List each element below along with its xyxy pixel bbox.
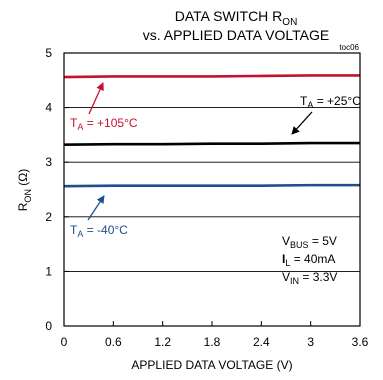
condition-il-post: = 40mA	[290, 252, 335, 266]
series-line-ta-25	[63, 141, 360, 147]
y-axis-label: RON (Ω)	[16, 169, 33, 211]
label-ta-minus40-pre: T	[70, 223, 78, 237]
condition-il-sub: L	[285, 258, 290, 268]
y-axis-label-main: R	[16, 202, 30, 211]
arrow-ta-minus40	[87, 195, 105, 221]
x-axis-ticks: 0 0.6 1.2 1.8 2.4 3 3.6	[61, 321, 369, 349]
x-tick-label-5: 3	[307, 335, 314, 349]
condition-il-pre: I	[282, 252, 285, 266]
label-ta-minus40: TA = -40°C	[70, 223, 128, 239]
label-ta-minus40-post: = -40°C	[83, 223, 128, 237]
figure-id: toc06	[339, 43, 359, 52]
y-tick-label-2: 2	[45, 210, 52, 224]
chart-title-subscript: ON	[282, 17, 297, 28]
condition-vbus-post: = 5V	[309, 234, 337, 248]
chart-title-main: DATA SWITCH R	[175, 8, 283, 24]
label-ta-minus40-sub: A	[77, 229, 83, 239]
y-axis-label-unit: (Ω)	[16, 169, 30, 189]
arrow-ta-25	[291, 111, 313, 135]
x-axis-label: APPLIED DATA VOLTAGE (V)	[131, 358, 292, 372]
condition-vin-post: = 3.3V	[299, 270, 337, 284]
condition-vbus-pre: V	[282, 234, 290, 248]
y-tick-label-5: 5	[45, 46, 52, 60]
condition-vin-sub: IN	[290, 276, 299, 286]
y-axis-ticks: 0 1 2 3 4 5	[45, 46, 69, 333]
y-tick-label-3: 3	[45, 155, 52, 169]
label-ta-25-post: = +25°C	[313, 94, 361, 108]
label-ta-105-pre: T	[70, 116, 78, 130]
condition-vin-pre: V	[282, 270, 290, 284]
gridlines	[64, 107, 360, 272]
label-ta-25-pre: T	[300, 94, 308, 108]
series-line-ta-minus40	[63, 183, 360, 188]
y-tick-label-0: 0	[45, 319, 52, 333]
condition-vbus: VBUS = 5V	[282, 234, 337, 250]
label-ta-105: TA = +105°C	[70, 116, 138, 132]
x-tick-label-6: 3.6	[352, 335, 369, 349]
x-tick-label-3: 1.8	[204, 335, 221, 349]
label-ta-25: TA = +25°C	[300, 94, 361, 110]
label-ta-105-post: = +105°C	[83, 116, 138, 130]
series-annotations: TA = +105°C TA = +25°C TA = -40°C	[70, 82, 361, 239]
chart-title-line2: vs. APPLIED DATA VOLTAGE	[143, 27, 329, 43]
y-axis-label-subscript: ON	[23, 189, 33, 203]
series-group	[63, 74, 360, 188]
x-tick-label-1: 0.6	[105, 335, 122, 349]
x-tick-label-4: 2.4	[253, 335, 270, 349]
x-tick-label-0: 0	[61, 335, 68, 349]
x-tick-label-2: 1.2	[154, 335, 171, 349]
condition-vbus-sub: BUS	[290, 240, 309, 250]
y-tick-label-1: 1	[45, 264, 52, 278]
label-ta-105-sub: A	[77, 122, 83, 132]
label-ta-25-sub: A	[307, 100, 313, 110]
series-line-ta-105	[63, 74, 360, 79]
condition-vin: VIN = 3.3V	[282, 270, 337, 286]
condition-il: IL = 40mA	[282, 252, 335, 268]
y-tick-label-4: 4	[45, 101, 52, 115]
test-conditions: VBUS = 5V IL = 40mA VIN = 3.3V	[282, 234, 337, 286]
arrow-ta-105	[88, 82, 104, 115]
chart-title-line1: DATA SWITCH RON	[175, 8, 298, 28]
